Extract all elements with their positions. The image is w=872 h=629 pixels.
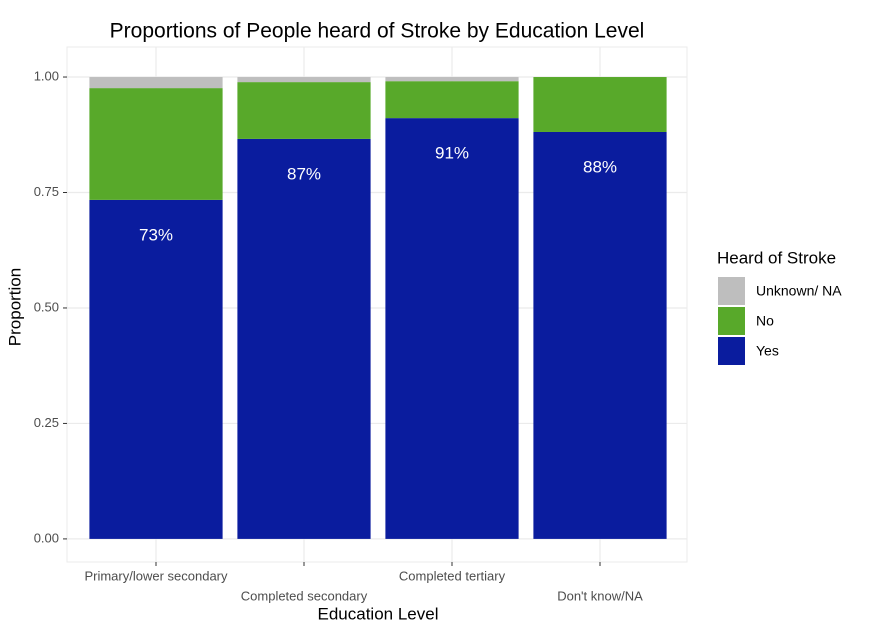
legend-title: Heard of Stroke (717, 248, 836, 267)
bar-segment (533, 131, 667, 539)
legend-key (718, 337, 745, 365)
bar-segment (385, 118, 519, 539)
value-label: 88% (583, 157, 617, 176)
chart-title: Proportions of People heard of Stroke by… (110, 20, 645, 43)
y-axis-title: Proportion (5, 268, 24, 346)
y-tick-label: 0.75 (34, 184, 59, 199)
value-label: 87% (287, 164, 321, 183)
x-axis-title: Education Level (318, 604, 439, 623)
y-tick-label: 1.00 (34, 68, 59, 83)
bar-segment (89, 77, 223, 89)
bar-segment (237, 138, 371, 539)
bar-segment (237, 77, 371, 83)
legend-label: No (756, 313, 774, 329)
legend-label: Yes (756, 343, 779, 359)
bar-segment (385, 77, 519, 82)
y-tick-label: 0.00 (34, 530, 59, 545)
x-tick-label: Primary/lower secondary (84, 568, 228, 583)
legend-key (718, 307, 745, 335)
y-tick-label: 0.50 (34, 299, 59, 314)
x-tick-label: Completed secondary (241, 588, 368, 603)
bar-segment (237, 82, 371, 139)
value-label: 91% (435, 144, 469, 163)
legend-label: Unknown/ NA (756, 283, 842, 299)
bar-segment (89, 199, 223, 539)
y-tick-label: 0.25 (34, 415, 59, 430)
x-tick-label: Don't know/NA (557, 588, 643, 603)
value-label: 73% (139, 225, 173, 244)
bar-segment (89, 88, 223, 200)
legend-key (718, 277, 745, 305)
x-tick-label: Completed tertiary (399, 568, 506, 583)
bar-segment (385, 81, 519, 119)
bar-segment (533, 77, 667, 132)
